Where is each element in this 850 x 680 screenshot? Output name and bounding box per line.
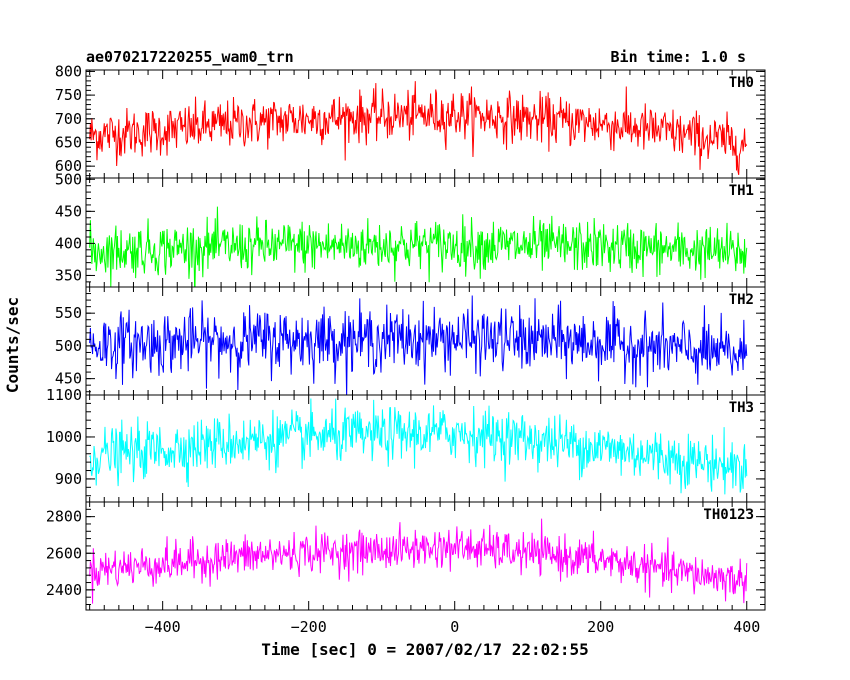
y-tick-label: 1100	[46, 386, 82, 404]
y-tick-label: 750	[55, 86, 82, 104]
x-tick-label: 400	[733, 618, 760, 636]
panel-th1: 350 400 450 500 TH1	[55, 170, 766, 288]
series-line-th3	[89, 398, 748, 495]
panel-th3: 900 1000 1100 TH3	[46, 386, 766, 503]
y-tick-label: 600	[55, 157, 82, 175]
y-tick-label: 450	[55, 370, 82, 388]
y-tick-label: 900	[55, 470, 82, 488]
panel-label-th1: TH1	[729, 183, 754, 199]
panel-label-th3: TH3	[729, 400, 754, 416]
y-tick-label: 700	[55, 110, 82, 128]
panel-th0: 600 650 700 750 800 TH0	[55, 62, 766, 179]
series-line-th2	[89, 295, 748, 395]
bin-time-label: Bin time: 1.0 s	[611, 48, 746, 66]
y-tick-label: 2400	[46, 581, 82, 599]
x-axis-label: Time [sec] 0 = 2007/02/17 22:02:55	[261, 640, 589, 659]
y-tick-label: 500	[55, 337, 82, 355]
x-tick-label: −200	[291, 618, 327, 636]
panels-group: 600 650 700 750 800 TH0 350 400 450 500 TH1 450 500 5…	[46, 62, 766, 611]
y-tick-label: 400	[55, 234, 82, 252]
y-tick-label: 550	[55, 304, 82, 322]
x-tick-label: −400	[145, 618, 181, 636]
y-tick-label: 2600	[46, 544, 82, 562]
panel-th0123: 2400 2600 2800 TH0123	[46, 501, 766, 611]
series-line-th1	[89, 206, 748, 287]
x-tick-label: 200	[587, 618, 614, 636]
y-axis-label: Counts/sec	[3, 297, 22, 393]
y-tick-label: 350	[55, 266, 82, 284]
chart-title: ae070217220255_wam0_trn	[86, 48, 294, 66]
panel-label-th2: TH2	[729, 292, 754, 308]
panel-label-th0: TH0	[729, 75, 754, 91]
x-axis: −400 −200 0 200 400	[145, 618, 761, 636]
y-tick-label: 500	[55, 170, 82, 188]
y-tick-label: 800	[55, 62, 82, 80]
y-tick-label: 650	[55, 133, 82, 151]
series-line-th0	[89, 81, 748, 175]
panel-th2: 450 500 550 TH2	[55, 286, 766, 396]
y-tick-label: 450	[55, 202, 82, 220]
panel-label-th0123: TH0123	[703, 507, 754, 523]
series-line-th0123	[89, 518, 748, 604]
x-tick-label: 0	[450, 618, 459, 636]
y-tick-label: 2800	[46, 508, 82, 526]
y-tick-label: 1000	[46, 428, 82, 446]
